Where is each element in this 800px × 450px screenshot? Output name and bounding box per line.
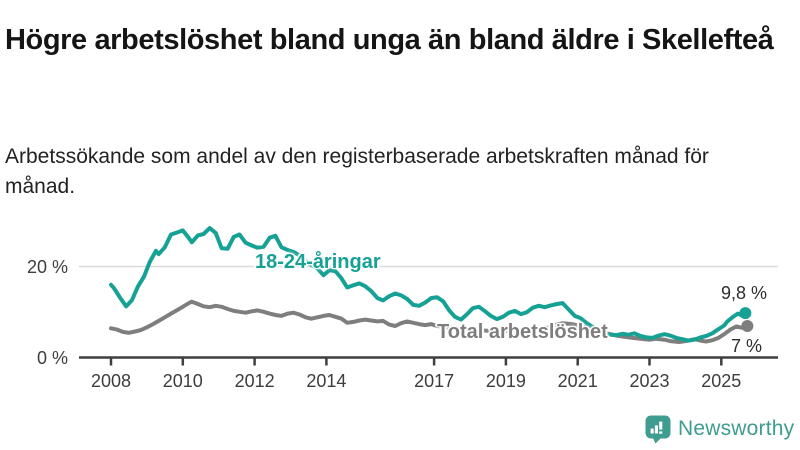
x-axis-tick-label: 2017 bbox=[414, 371, 455, 391]
newsworthy-branding[interactable]: Newsworthy bbox=[645, 413, 794, 445]
series-label-18-24: 18-24-åringar bbox=[255, 251, 381, 273]
series-end-dot-total bbox=[741, 319, 754, 332]
x-axis-tick-label: 2008 bbox=[90, 371, 132, 391]
x-axis-tick-label: 2010 bbox=[162, 371, 203, 391]
series-line-18-24 bbox=[109, 226, 748, 343]
y-axis-tick-label-0: 0 % bbox=[36, 348, 68, 368]
x-axis-tick-label: 2025 bbox=[701, 371, 742, 391]
x-axis-tick-label: 2021 bbox=[557, 371, 598, 391]
series-line-total bbox=[109, 299, 748, 344]
line-chart: 20 % 0 % 2008 2010 2012 2014 2017 2019 2021 202… bbox=[0, 210, 800, 410]
y-axis: 20 % 0 % bbox=[0, 210, 68, 370]
page-title: Högre arbetslöshet bland unga än bland ä… bbox=[5, 24, 774, 57]
x-axis-tick-label: 2014 bbox=[306, 371, 347, 391]
chart-canvas bbox=[79, 226, 778, 366]
newsworthy-brand-name: Newsworthy bbox=[678, 417, 795, 440]
x-axis-tick-label: 2023 bbox=[629, 371, 670, 391]
series-label-total: Total arbetslöshet bbox=[437, 321, 608, 343]
x-axis-tick-label: 2012 bbox=[234, 371, 275, 391]
chart-subtitle: Arbetssökande som andel av den registerb… bbox=[5, 145, 709, 199]
end-value-label-total: 7 % bbox=[731, 336, 763, 356]
series-end-dot-18-24 bbox=[739, 307, 752, 320]
newsworthy-logo-icon bbox=[645, 415, 671, 443]
end-value-label-18-24: 9,8 % bbox=[721, 283, 768, 303]
x-axis-tick-label: 2019 bbox=[485, 371, 526, 391]
y-axis-tick-label-20: 20 % bbox=[26, 257, 68, 277]
